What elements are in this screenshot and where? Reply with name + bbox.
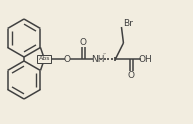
Text: OH: OH — [139, 55, 152, 63]
Text: ’’: ’’ — [102, 52, 107, 58]
Text: O: O — [64, 55, 71, 63]
Text: Br: Br — [124, 18, 133, 28]
Text: O: O — [80, 38, 87, 47]
Text: O: O — [128, 71, 135, 80]
Text: NH: NH — [91, 55, 104, 63]
Bar — [37, 55, 52, 63]
Text: Abs: Abs — [39, 57, 50, 62]
